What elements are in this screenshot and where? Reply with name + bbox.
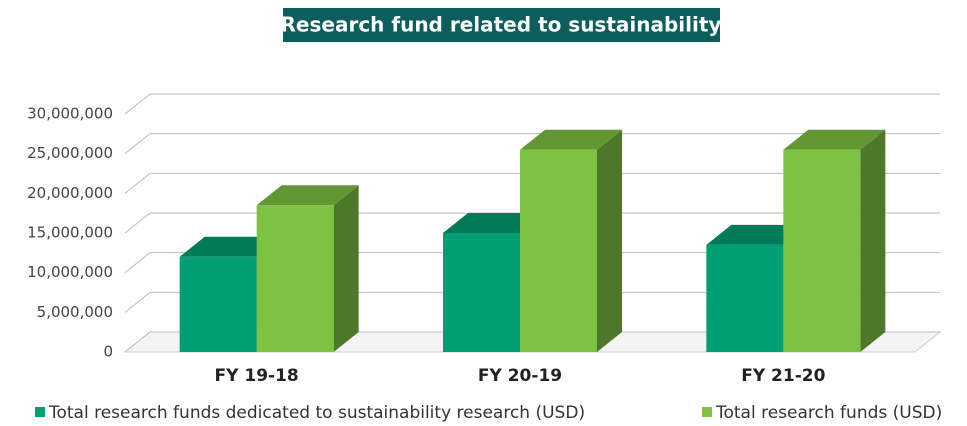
legend-swatch	[35, 407, 45, 417]
y-tick-label: 0	[103, 343, 113, 361]
bar-top	[520, 129, 622, 150]
bar-front	[706, 244, 784, 352]
bar-top	[443, 213, 545, 233]
bar-top	[783, 129, 886, 150]
grid-diagonal	[124, 252, 151, 274]
chart-title: Research fund related to sustainability	[281, 13, 722, 37]
bar	[783, 129, 886, 352]
x-tick-label: FY 19-18	[215, 366, 299, 386]
y-tick-label: 20,000,000	[27, 184, 113, 202]
bar-front	[256, 205, 334, 352]
grid-diagonal	[124, 331, 151, 353]
bar-side	[597, 129, 622, 352]
y-tick-label: 10,000,000	[27, 263, 113, 281]
bar-top	[706, 224, 809, 245]
bar-top	[256, 185, 359, 206]
y-tick-label: 5,000,000	[37, 303, 113, 321]
bar-top	[179, 236, 282, 257]
legend-label: Total research funds dedicated to sustai…	[48, 403, 585, 423]
bar-front	[443, 233, 520, 352]
y-tick-label: 30,000,000	[27, 105, 113, 123]
grid-diagonal	[124, 212, 151, 234]
legend-label: Total research funds (USD)	[715, 403, 942, 423]
bar-side	[860, 129, 886, 352]
title-box	[283, 8, 720, 42]
grid-diagonal	[124, 93, 151, 115]
grid-diagonal	[124, 291, 151, 313]
x-tick-label: FY 20-19	[478, 366, 562, 386]
y-tick-label: 25,000,000	[27, 144, 113, 162]
bar-side	[333, 185, 359, 352]
y-tick-label: 15,000,000	[27, 224, 113, 242]
grid-diagonal	[124, 172, 151, 194]
legend-swatch	[702, 407, 712, 417]
grid-diagonal	[124, 133, 151, 155]
bar-front	[520, 149, 597, 352]
bar	[520, 129, 622, 352]
bar	[256, 185, 359, 352]
bar-front	[179, 256, 257, 352]
bar-front	[783, 149, 861, 352]
x-tick-label: FY 21-20	[741, 366, 825, 386]
